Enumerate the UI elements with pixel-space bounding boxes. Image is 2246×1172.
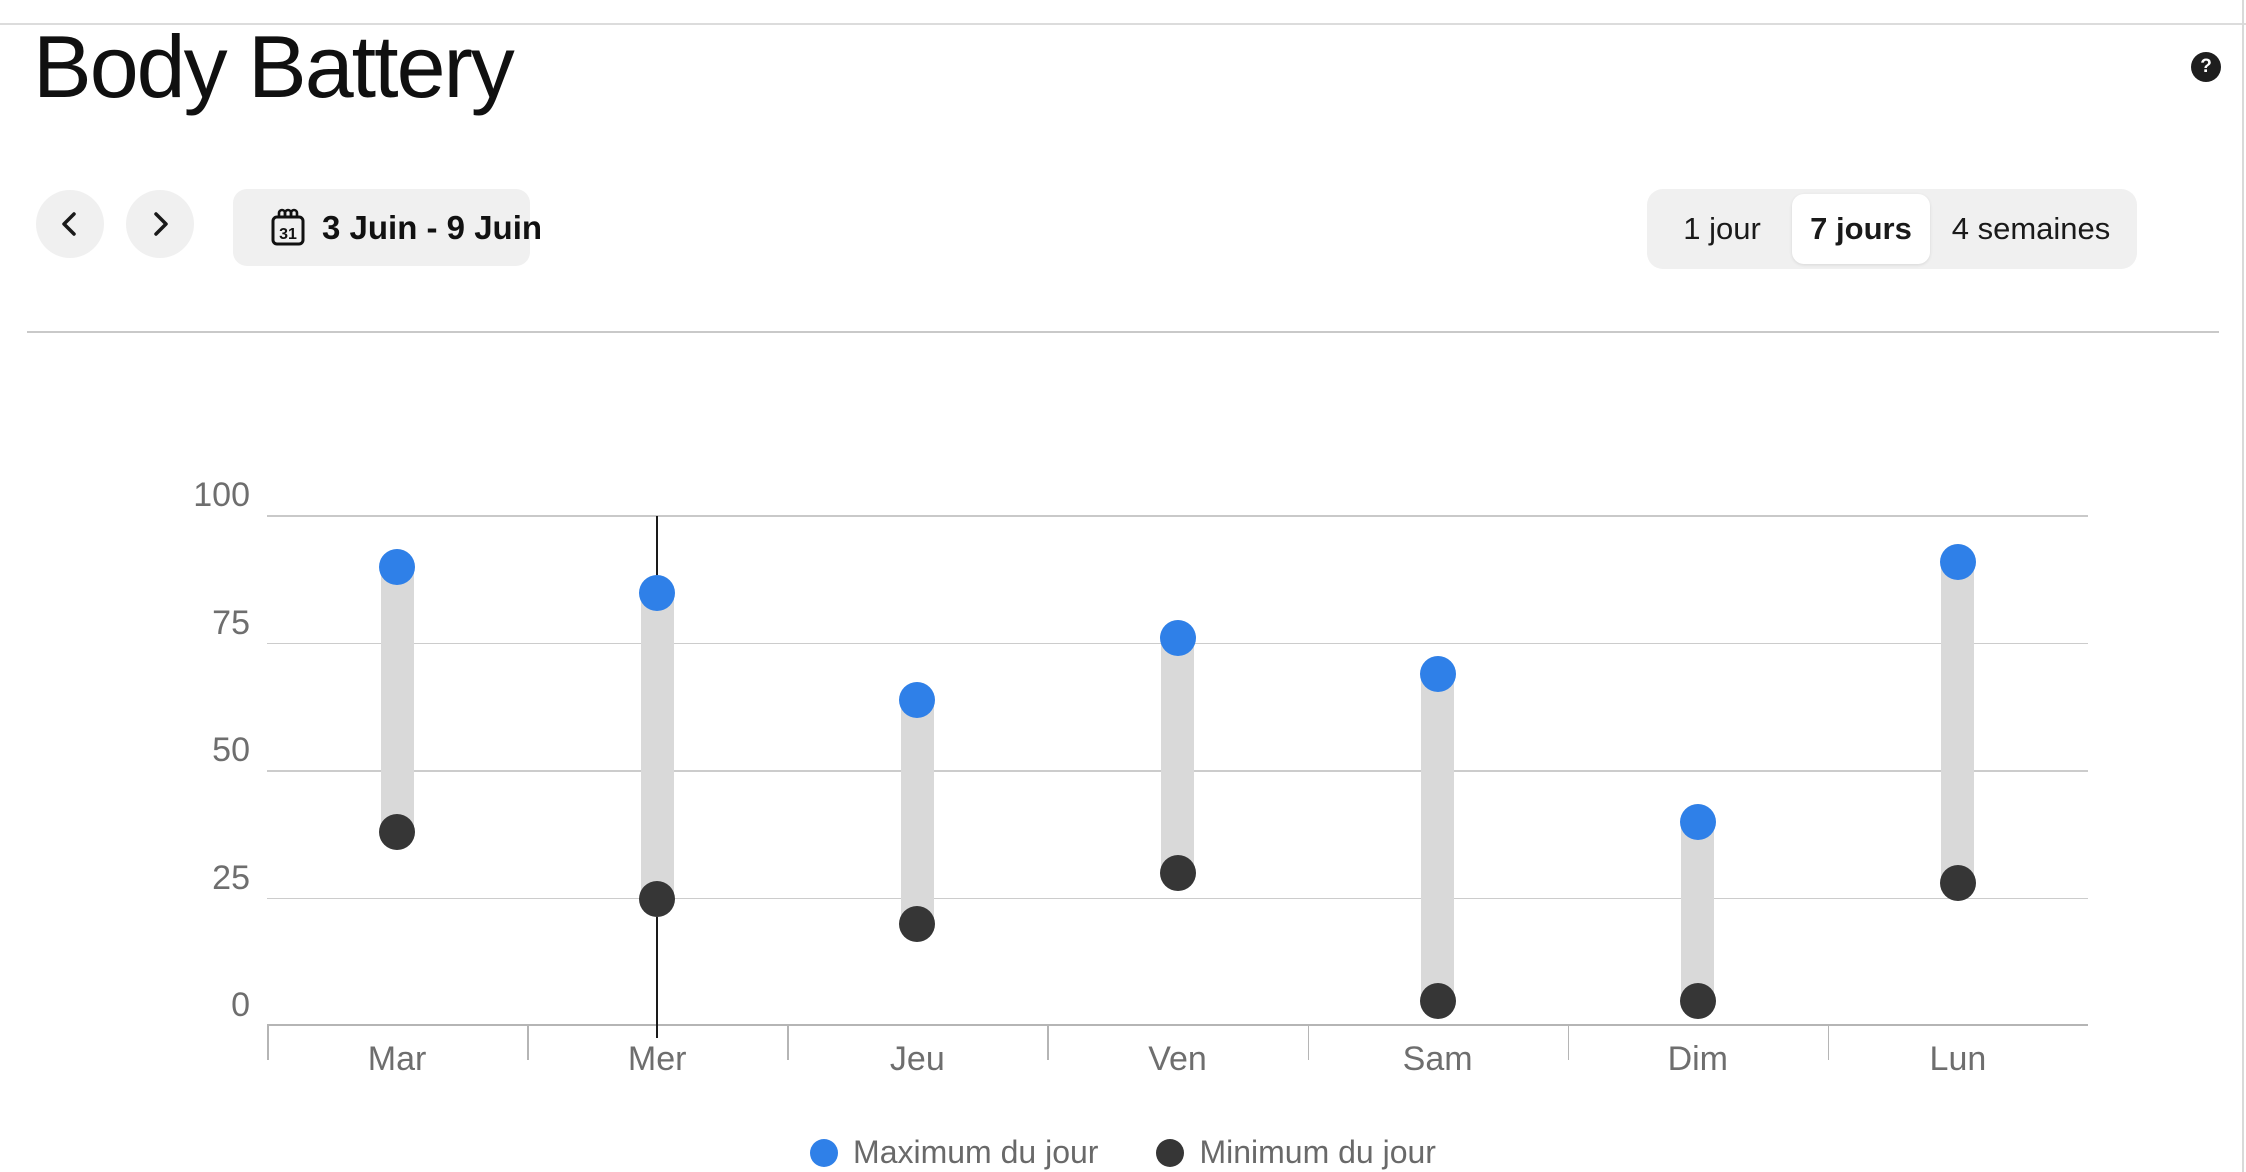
minimum-dot-Mer[interactable] bbox=[639, 880, 676, 917]
x-axis-tick bbox=[1047, 1026, 1049, 1060]
minimum-dot-Dim[interactable] bbox=[1679, 982, 1716, 1019]
date-range-picker-button[interactable]: 31 3 Juin - 9 Juin bbox=[233, 189, 542, 266]
legend-item-maximum: Maximum du jour bbox=[810, 1134, 1098, 1171]
range-option-label: 7 jours bbox=[1810, 211, 1912, 246]
range-bar-Ven[interactable] bbox=[1161, 620, 1194, 891]
section-divider bbox=[27, 331, 2219, 333]
top-divider bbox=[0, 23, 2246, 25]
y-axis-tick-label: 0 bbox=[231, 986, 250, 1024]
x-axis-category-label: Lun bbox=[1929, 1040, 1987, 1078]
maximum-legend-dot-icon bbox=[810, 1138, 839, 1167]
range-option-label: 1 jour bbox=[1683, 211, 1761, 246]
minimum-dot-Lun[interactable] bbox=[1939, 865, 1976, 902]
page-title: Body Battery bbox=[33, 17, 515, 116]
right-edge-border bbox=[2242, 0, 2244, 1172]
range-option-1-jour[interactable]: 1 jour bbox=[1652, 194, 1792, 264]
maximum-dot-Mar[interactable] bbox=[379, 549, 416, 585]
date-range-label: 3 Juin - 9 Juin bbox=[322, 208, 543, 246]
help-icon[interactable]: ? bbox=[2191, 52, 2221, 82]
minimum-dot-Ven[interactable] bbox=[1159, 855, 1196, 891]
previous-period-button[interactable] bbox=[36, 190, 104, 258]
minimum-dot-Sam[interactable] bbox=[1419, 982, 1456, 1019]
x-axis-category-label: Dim bbox=[1667, 1040, 1728, 1078]
x-axis-category-label: Jeu bbox=[889, 1040, 945, 1078]
minimum-dot-Mar[interactable] bbox=[379, 814, 416, 851]
maximum-dot-Sam[interactable] bbox=[1419, 656, 1456, 693]
x-axis-tick bbox=[527, 1026, 529, 1060]
x-axis-tick bbox=[787, 1026, 789, 1060]
maximum-dot-Dim[interactable] bbox=[1679, 804, 1716, 840]
range-bar-Lun[interactable] bbox=[1941, 543, 1975, 902]
range-option-label: 4 semaines bbox=[1951, 211, 2111, 246]
range-bar-Jeu[interactable] bbox=[900, 681, 934, 942]
time-range-toggle: 1 jour 7 jours 4 semaines bbox=[1647, 189, 2137, 269]
next-period-button[interactable] bbox=[126, 190, 194, 258]
range-bar-Mer[interactable] bbox=[640, 574, 674, 917]
body-battery-chart: 0 25 50 75 100 Mar Mer Jeu Ven Sam Dim Lun bbox=[193, 478, 2088, 1076]
range-option-4-semaines[interactable]: 4 semaines bbox=[1930, 194, 2132, 264]
x-axis-tick bbox=[1827, 1026, 1830, 1060]
minimum-legend-dot-icon bbox=[1156, 1138, 1185, 1167]
x-axis-category-label: Sam bbox=[1402, 1040, 1473, 1078]
range-option-7-jours[interactable]: 7 jours bbox=[1792, 194, 1930, 264]
chevron-right-icon bbox=[147, 211, 173, 237]
y-axis-tick-label: 50 bbox=[212, 731, 250, 769]
x-axis-line bbox=[267, 1024, 2088, 1026]
legend-label-maximum: Maximum du jour bbox=[853, 1134, 1099, 1170]
help-question-glyph: ? bbox=[2200, 56, 2212, 77]
gridline-100 bbox=[267, 515, 2088, 518]
maximum-dot-Lun[interactable] bbox=[1939, 543, 1976, 580]
legend-label-minimum: Minimum du jour bbox=[1199, 1134, 1436, 1170]
x-axis-category-label: Ven bbox=[1148, 1040, 1207, 1078]
maximum-dot-Ven[interactable] bbox=[1159, 620, 1196, 657]
gridline-25 bbox=[267, 897, 2088, 899]
maximum-dot-Mer[interactable] bbox=[639, 574, 676, 611]
minimum-dot-Jeu[interactable] bbox=[899, 906, 936, 942]
x-axis-tick bbox=[267, 1026, 269, 1060]
maximum-dot-Jeu[interactable] bbox=[899, 681, 936, 718]
chevron-left-icon bbox=[57, 211, 83, 237]
x-axis-category-label: Mar bbox=[367, 1040, 427, 1078]
y-axis-tick-label: 25 bbox=[212, 858, 250, 897]
legend-item-minimum: Minimum du jour bbox=[1156, 1134, 1436, 1171]
range-bar-Mar[interactable] bbox=[380, 549, 414, 851]
y-axis-tick-label: 75 bbox=[212, 603, 250, 642]
x-axis-tick bbox=[1567, 1026, 1570, 1060]
x-axis-category-label: Mer bbox=[627, 1040, 687, 1078]
y-axis-tick-label: 100 bbox=[193, 476, 250, 514]
range-bar-Sam[interactable] bbox=[1421, 656, 1455, 1019]
calendar-icon: 31 bbox=[269, 208, 307, 248]
x-axis-tick bbox=[1307, 1026, 1310, 1060]
svg-text:31: 31 bbox=[279, 226, 297, 243]
chart-legend: Maximum du jour Minimum du jour bbox=[28, 1133, 2218, 1172]
